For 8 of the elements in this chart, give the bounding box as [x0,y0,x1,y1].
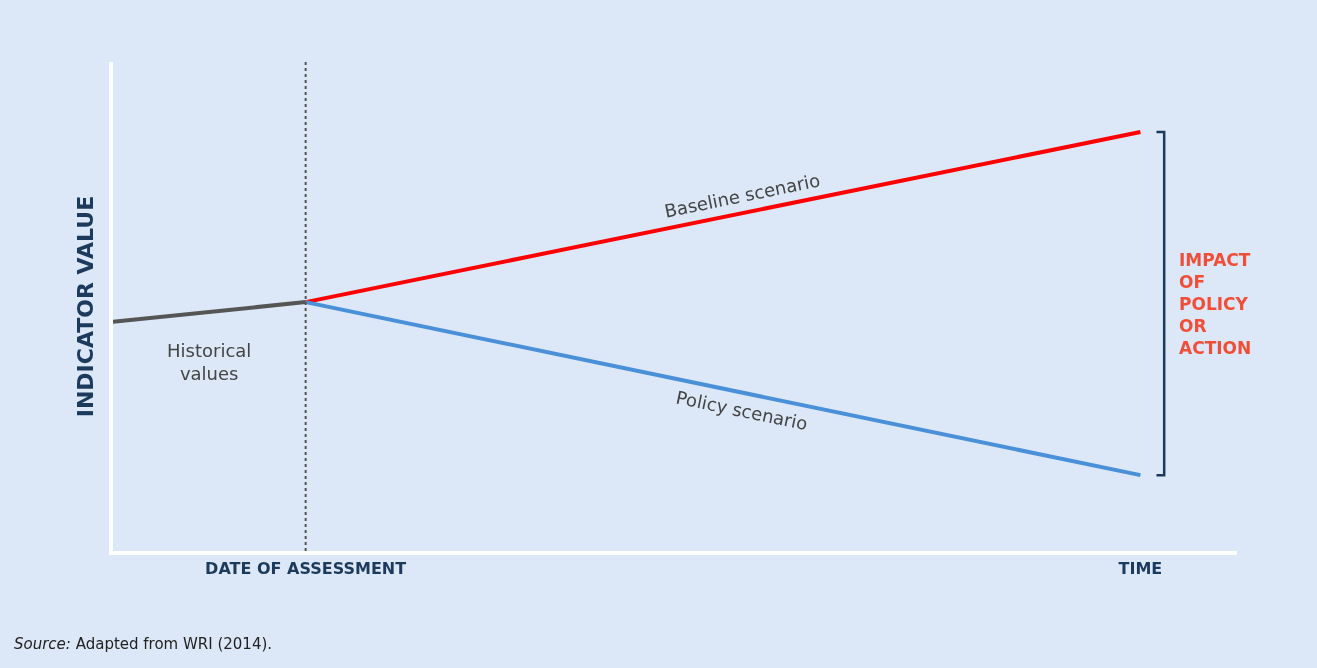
series-label: Historical values [167,340,252,385]
y-axis-title: INDICATOR VALUE [73,195,99,418]
x-tick-label: DATE OF ASSESSMENT [205,559,407,579]
x-tick-label: TIME [1118,559,1163,579]
text: Baseline scenario [662,169,822,222]
text: IMPACT OF POLICY OR ACTION [1179,250,1252,359]
source-note: Source: Adapted from WRI (2014). [14,635,273,653]
text: Policy scenario [674,386,810,435]
